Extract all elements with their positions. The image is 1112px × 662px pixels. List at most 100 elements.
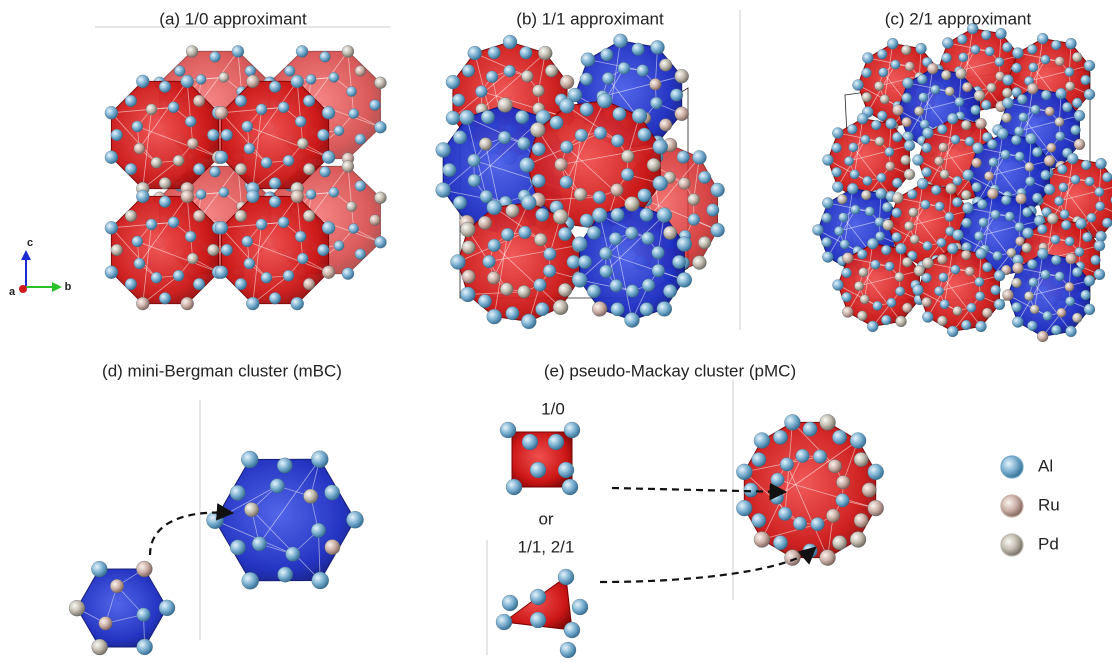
atom <box>939 273 948 282</box>
atom <box>642 279 655 292</box>
atom <box>564 622 580 638</box>
atom <box>185 116 196 127</box>
atom <box>1025 162 1034 171</box>
atom <box>349 108 359 118</box>
atom <box>560 176 573 189</box>
atom <box>572 237 587 252</box>
atom <box>1001 150 1010 159</box>
atom <box>706 204 719 217</box>
atom <box>610 279 623 292</box>
atom <box>632 43 645 56</box>
atom <box>874 81 883 90</box>
atom <box>1047 213 1058 224</box>
atom <box>518 285 531 298</box>
atom <box>942 38 953 49</box>
atom <box>283 270 294 281</box>
atom <box>1017 94 1027 104</box>
atom <box>922 297 932 307</box>
atom <box>904 221 913 230</box>
atom <box>105 221 118 234</box>
atom <box>861 190 871 200</box>
atom <box>922 258 933 269</box>
atom <box>1015 222 1024 231</box>
atom <box>1065 237 1074 246</box>
atom <box>235 95 247 107</box>
atom <box>246 75 259 88</box>
atom <box>1057 164 1067 174</box>
atom <box>839 213 848 222</box>
atom <box>173 155 184 166</box>
atom <box>242 121 253 132</box>
atom <box>468 154 481 167</box>
atom <box>1055 272 1064 281</box>
atom <box>862 68 872 78</box>
atom <box>1027 83 1038 94</box>
atom <box>976 248 987 259</box>
atom <box>174 65 185 76</box>
atom <box>1062 102 1072 112</box>
atom <box>545 65 558 78</box>
atom <box>653 139 668 154</box>
cluster-face <box>215 459 355 580</box>
atom <box>134 258 145 269</box>
atom <box>303 278 315 290</box>
atom <box>975 292 984 301</box>
atom <box>1084 60 1095 71</box>
atom <box>325 485 340 500</box>
atom <box>306 74 316 84</box>
atom <box>832 128 843 139</box>
atom <box>850 531 866 547</box>
atom <box>1060 210 1069 219</box>
atom <box>517 137 530 150</box>
atom <box>896 316 907 327</box>
atom <box>242 236 253 247</box>
atom <box>1001 195 1011 205</box>
axis-label: b <box>65 281 72 293</box>
atom <box>1025 177 1034 186</box>
atom <box>803 544 817 558</box>
atom <box>1044 184 1055 195</box>
atom <box>892 132 902 142</box>
atom <box>828 459 842 473</box>
atom <box>342 45 354 57</box>
atom <box>530 612 546 628</box>
atom <box>974 90 985 101</box>
atom <box>854 513 868 527</box>
atom <box>173 270 184 281</box>
atom <box>535 302 549 316</box>
atom <box>137 639 153 655</box>
atom <box>962 218 972 228</box>
atom <box>599 247 612 260</box>
atom <box>1027 321 1037 331</box>
atom <box>822 213 832 223</box>
atom <box>111 244 123 256</box>
atom <box>1037 331 1048 342</box>
atom <box>207 244 219 256</box>
atom <box>506 479 522 495</box>
atom <box>99 616 113 630</box>
atom <box>151 272 162 283</box>
atom <box>1051 235 1060 244</box>
atom <box>185 231 196 242</box>
atom <box>921 200 930 209</box>
atom <box>221 129 233 141</box>
atom <box>311 523 325 537</box>
atom <box>105 106 118 119</box>
atom <box>611 302 625 316</box>
atom <box>488 239 501 252</box>
atom <box>460 222 475 237</box>
atom <box>649 78 661 90</box>
atom <box>896 243 907 254</box>
atom <box>641 232 654 245</box>
atom <box>1072 98 1082 108</box>
atom <box>892 178 902 188</box>
atom <box>941 70 951 80</box>
atom <box>640 208 654 222</box>
atom <box>436 142 451 157</box>
atom <box>159 81 171 93</box>
atom <box>235 163 247 175</box>
atom <box>504 65 516 77</box>
atom <box>132 121 143 132</box>
atom <box>618 62 630 74</box>
atom <box>580 73 593 86</box>
